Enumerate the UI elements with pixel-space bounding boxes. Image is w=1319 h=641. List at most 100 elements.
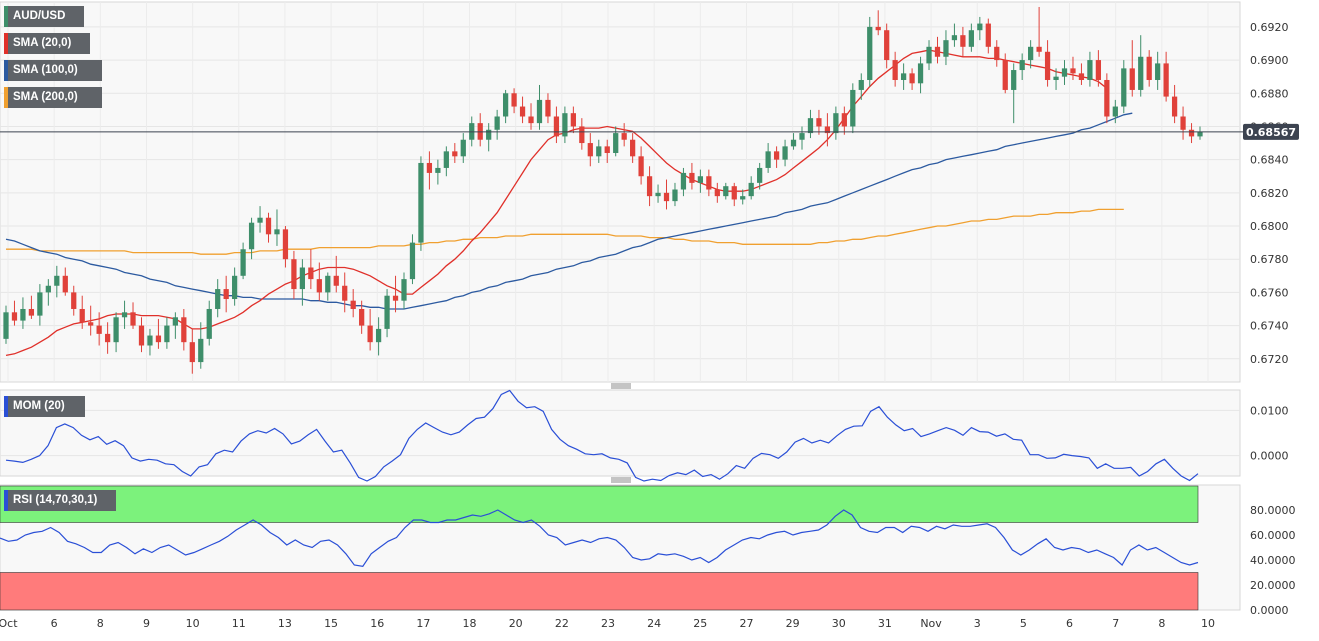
candle-body xyxy=(189,342,195,363)
candle-body xyxy=(1019,60,1025,71)
candle xyxy=(1095,50,1102,87)
candle-body xyxy=(900,73,907,80)
date-tick-label: Nov xyxy=(920,617,942,630)
candle xyxy=(697,169,704,193)
candle xyxy=(994,40,1000,67)
candle xyxy=(206,300,212,346)
candle-body xyxy=(553,116,560,137)
legend-sma200[interactable]: SMA (200,0) xyxy=(4,87,102,108)
candle xyxy=(79,295,85,329)
candle-body xyxy=(765,151,771,168)
price-tick-label: 0.6780 xyxy=(1250,253,1289,266)
candle-body xyxy=(892,60,898,80)
candle-body xyxy=(62,275,68,293)
candle-body xyxy=(748,182,754,197)
candle-body xyxy=(172,317,178,326)
pane-splitter-momentum[interactable] xyxy=(611,383,631,389)
rsi-tick-label: 80.0000 xyxy=(1250,504,1296,517)
candle-body xyxy=(1036,46,1042,52)
legend-sma100-label: SMA (100,0) xyxy=(13,64,78,76)
legend-symbol[interactable]: AUD/USD xyxy=(4,6,84,27)
rsi-overbought-zone xyxy=(0,485,1199,523)
candle-body xyxy=(968,30,974,47)
candle xyxy=(824,113,831,147)
momentum-pane xyxy=(0,389,1241,477)
candle-body xyxy=(1044,51,1051,80)
candle xyxy=(638,146,644,185)
candle xyxy=(1146,50,1152,87)
candle xyxy=(138,317,145,353)
candle xyxy=(104,322,111,354)
candle xyxy=(198,322,204,369)
candle-body xyxy=(367,325,373,343)
candle xyxy=(1044,40,1051,87)
candle xyxy=(155,318,162,349)
candle xyxy=(1171,84,1178,124)
candle-body xyxy=(401,279,407,301)
candle-body xyxy=(1121,68,1127,107)
date-tick-label: 24 xyxy=(647,617,661,630)
candle-body xyxy=(248,222,255,250)
candle-body xyxy=(435,167,441,173)
candle-body xyxy=(282,229,289,260)
candle-body xyxy=(291,259,297,290)
price-tick-label: 0.6720 xyxy=(1250,353,1289,366)
candle xyxy=(934,36,941,64)
candle xyxy=(172,312,178,339)
candle xyxy=(841,106,847,135)
candle-body xyxy=(409,242,416,280)
candle xyxy=(1053,68,1059,90)
legend-sma20-label: SMA (20,0) xyxy=(13,37,72,49)
date-tick-label: 27 xyxy=(739,617,753,630)
legend-sma100[interactable]: SMA (100,0) xyxy=(4,60,102,81)
candle xyxy=(689,162,695,190)
legend-rsi[interactable]: RSI (14,70,30,1) xyxy=(4,490,116,511)
candle xyxy=(1087,51,1093,87)
candle xyxy=(359,300,365,334)
candle-body xyxy=(502,93,509,117)
legend-mom[interactable]: MOM (20) xyxy=(4,396,85,417)
candle-body xyxy=(689,172,695,183)
legend-sma20[interactable]: SMA (20,0) xyxy=(4,33,90,54)
date-tick-label: 11 xyxy=(232,617,246,630)
candle xyxy=(968,23,974,52)
candle-body xyxy=(596,146,602,157)
candle-body xyxy=(1070,68,1076,74)
candle xyxy=(553,106,560,144)
candle xyxy=(748,176,754,200)
candle-body xyxy=(147,335,153,346)
candle xyxy=(189,328,195,374)
date-tick-label: 22 xyxy=(555,617,569,630)
candle-body xyxy=(486,129,492,140)
candle xyxy=(909,68,915,90)
rsi-tick-label: 60.0000 xyxy=(1250,529,1296,542)
date-tick-label: 29 xyxy=(786,617,800,630)
candle xyxy=(545,93,551,124)
candle-body xyxy=(1061,68,1068,77)
candle xyxy=(867,16,873,87)
candle xyxy=(401,272,407,309)
candle xyxy=(1002,53,1008,94)
legend-rsi-swatch xyxy=(4,490,8,511)
candle-body xyxy=(977,23,983,31)
candle xyxy=(88,305,94,336)
candle-body xyxy=(824,126,831,134)
candle xyxy=(646,166,653,207)
pane-splitter-rsi[interactable] xyxy=(611,477,631,483)
candle xyxy=(875,10,881,36)
date-tick-label: 31 xyxy=(878,617,892,630)
sma100-line xyxy=(5,112,1133,310)
price-tick-label: 0.6740 xyxy=(1250,320,1289,333)
candle xyxy=(765,143,771,173)
rsi-tick-label: 0.0000 xyxy=(1250,604,1289,617)
date-tick-label: 8 xyxy=(97,617,104,630)
candle-body xyxy=(375,328,382,343)
candle xyxy=(960,26,966,57)
date-tick-label: 25 xyxy=(693,617,707,630)
legend-sma100-swatch xyxy=(4,60,8,81)
candle xyxy=(409,234,416,285)
candle xyxy=(265,212,272,243)
candle xyxy=(240,242,246,280)
candle-body xyxy=(663,192,670,202)
candle xyxy=(274,209,280,246)
